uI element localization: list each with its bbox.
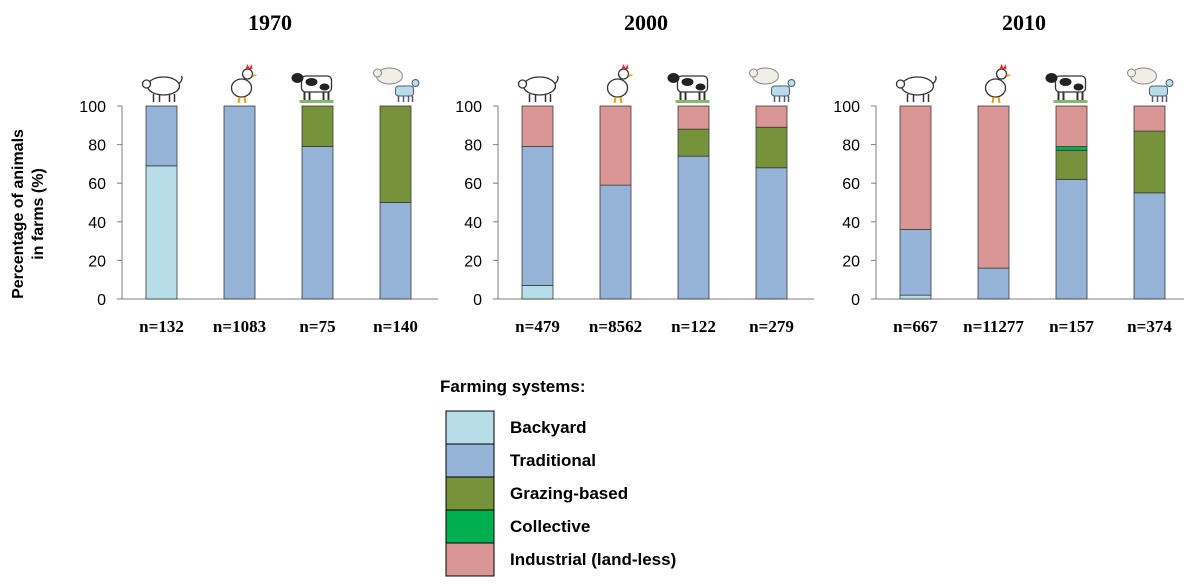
sample-size-label: n=1083: [213, 317, 266, 336]
bar-segment-traditional: [1055, 178, 1088, 300]
bar-segment-traditional: [599, 184, 632, 300]
cow-icon: [291, 73, 334, 103]
legend-label-industrial: Industrial (land-less): [510, 550, 676, 569]
y-tick-label: 80: [842, 138, 860, 155]
sample-size-label: n=132: [139, 317, 184, 336]
y-tick-label: 0: [473, 292, 482, 309]
sample-size-label: n=479: [515, 317, 560, 336]
panel-2000: 2000 0 20 40 60 80 100 n=479 n=8562 n=122 n=279: [455, 10, 814, 336]
y-axis-label: Percentage of animals in farms (%): [10, 129, 47, 299]
pig-icon: [517, 75, 559, 102]
bar-segment-traditional: [755, 167, 788, 300]
bar-segment-grazing: [677, 128, 710, 157]
pig-icon: [895, 75, 937, 102]
sheep-goat-icon: [749, 67, 796, 102]
bar-segment-industrial: [1055, 105, 1088, 147]
chicken-icon: [230, 64, 258, 104]
y-tick-label: 0: [97, 292, 106, 309]
sample-size-label: n=11277: [963, 317, 1024, 336]
panel-title: 2010: [1002, 10, 1046, 35]
legend: Farming systems: Backyard Traditional Graz…: [440, 377, 676, 577]
y-axis-label-line1: Percentage of animals: [10, 129, 27, 299]
bar-segment-grazing: [379, 105, 412, 203]
bar-segment-traditional: [1133, 192, 1166, 300]
bar-segment-traditional: [899, 229, 932, 296]
legend-title: Farming systems:: [440, 377, 586, 396]
y-tick-label: 0: [851, 292, 860, 309]
bar-segment-industrial: [521, 105, 554, 147]
sample-size-label: n=374: [1127, 317, 1172, 336]
sample-size-label: n=279: [749, 317, 794, 336]
chicken-icon: [984, 64, 1012, 104]
panel-title: 2000: [624, 10, 668, 35]
bar-segment-grazing: [1133, 130, 1166, 194]
y-tick-label: 40: [464, 215, 482, 232]
bar-segment-industrial: [977, 105, 1010, 269]
bar-segment-traditional: [301, 146, 334, 300]
bar-segment-industrial: [599, 105, 632, 186]
bar-segment-collective: [1055, 146, 1088, 151]
bar-segment-industrial: [755, 105, 788, 128]
panel-title: 1970: [248, 10, 292, 35]
legend-swatch-collective: [445, 509, 495, 544]
y-axis-label-line2: in farms (%): [30, 168, 47, 260]
y-tick-label: 20: [842, 253, 860, 270]
y-tick-label: 60: [842, 176, 860, 193]
sample-size-label: n=667: [893, 317, 938, 336]
bar-segment-industrial: [1133, 105, 1166, 132]
bar-segment-traditional: [223, 105, 256, 300]
cow-icon: [1045, 73, 1088, 103]
legend-label-traditional: Traditional: [510, 451, 596, 470]
chicken-icon: [606, 64, 634, 104]
sample-size-label: n=75: [299, 317, 335, 336]
bar-segment-traditional: [379, 202, 412, 300]
sheep-goat-icon: [373, 67, 420, 102]
sample-size-label: n=8562: [589, 317, 642, 336]
legend-label-backyard: Backyard: [510, 418, 587, 437]
pig-icon: [141, 75, 183, 102]
y-tick-label: 40: [842, 215, 860, 232]
bar-segment-grazing: [301, 105, 334, 147]
y-tick-label: 100: [79, 99, 106, 116]
bar-segment-traditional: [145, 105, 178, 167]
y-tick-label: 100: [833, 99, 860, 116]
y-tick-label: 20: [88, 253, 106, 270]
legend-swatch-traditional: [445, 443, 495, 478]
y-tick-label: 60: [464, 176, 482, 193]
bar-segment-traditional: [977, 267, 1010, 300]
legend-label-grazing: Grazing-based: [510, 484, 628, 503]
y-tick-label: 60: [88, 176, 106, 193]
bar-segment-industrial: [677, 105, 710, 130]
sheep-goat-icon: [1127, 67, 1174, 102]
bar-segment-backyard: [145, 165, 178, 300]
legend-swatch-industrial: [445, 542, 495, 577]
bar-segment-traditional: [677, 155, 710, 300]
legend-label-collective: Collective: [510, 517, 590, 536]
bar-segment-industrial: [899, 105, 932, 230]
y-tick-label: 20: [464, 253, 482, 270]
bar-segment-grazing: [755, 126, 788, 169]
sample-size-label: n=157: [1049, 317, 1094, 336]
panel-1970: 1970 0 20 40 60 80 100 n=132 n=1083 n=75 n=140: [79, 10, 438, 336]
y-tick-label: 100: [455, 99, 482, 116]
bar-segment-backyard: [521, 285, 554, 300]
cow-icon: [667, 73, 710, 103]
y-tick-label: 40: [88, 215, 106, 232]
sample-size-label: n=140: [373, 317, 418, 336]
bar-segment-traditional: [521, 146, 554, 286]
panel-2010: 2010 0 20 40 60 80 100 n=667 n=11277 n=157 n=374: [833, 10, 1184, 336]
y-tick-label: 80: [88, 138, 106, 155]
bar-segment-grazing: [1055, 149, 1088, 180]
bar-segment-backyard: [899, 294, 932, 300]
legend-swatch-grazing: [445, 476, 495, 511]
legend-swatch-backyard: [445, 410, 495, 445]
y-tick-label: 80: [464, 138, 482, 155]
sample-size-label: n=122: [671, 317, 716, 336]
